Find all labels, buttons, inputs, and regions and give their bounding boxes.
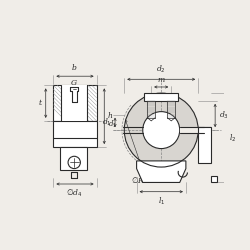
Text: h: h [108,112,113,120]
Text: G: G [71,79,77,87]
Text: b: b [72,64,77,72]
Polygon shape [198,127,210,163]
Polygon shape [54,121,96,147]
Wedge shape [124,93,198,167]
Text: $\varnothing$d$_4$: $\varnothing$d$_4$ [66,188,82,199]
Text: $\varnothing$R: $\varnothing$R [131,175,145,185]
Polygon shape [54,86,96,121]
Circle shape [143,112,180,148]
Text: d$_2$: d$_2$ [156,64,166,76]
Text: d$_1$: d$_1$ [102,117,112,128]
Text: l$_2$: l$_2$ [229,132,236,143]
Text: m: m [158,76,165,84]
Polygon shape [60,147,87,170]
Circle shape [68,156,80,168]
Polygon shape [61,86,87,121]
Text: d$_1$: d$_1$ [108,118,117,130]
Polygon shape [136,161,186,182]
Polygon shape [180,127,200,133]
Text: d$_3$: d$_3$ [219,110,229,121]
Text: l$_1$: l$_1$ [158,196,165,207]
Polygon shape [144,93,178,101]
Text: t: t [39,99,42,107]
Bar [210,176,217,182]
